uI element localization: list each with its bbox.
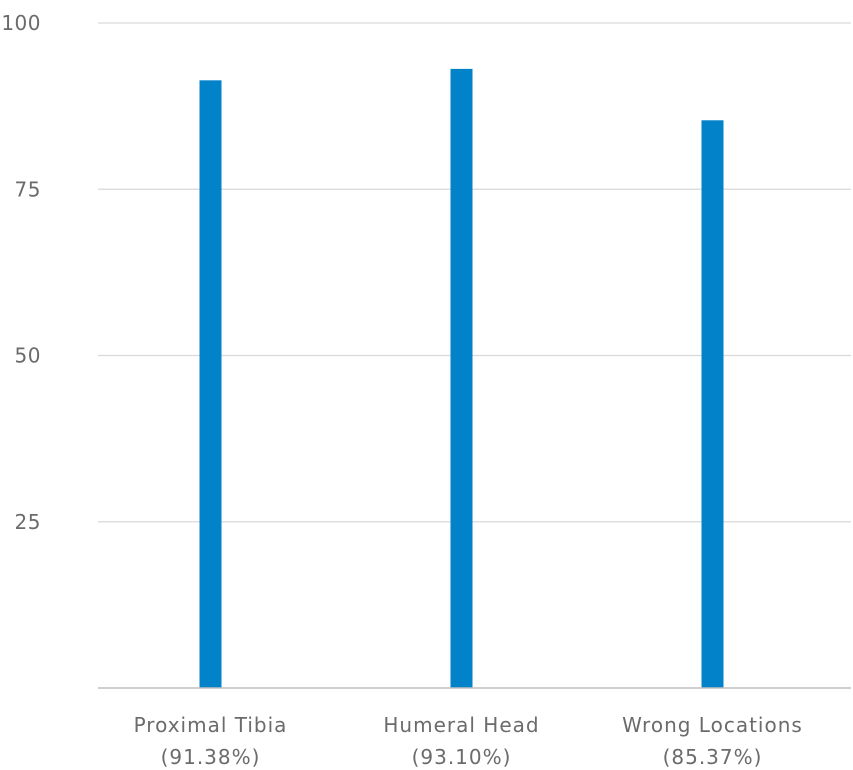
bar-wrong-locations <box>701 120 724 689</box>
category-value-label: (93.10%) <box>412 745 512 769</box>
category-label: Proximal Tibia <box>134 713 288 737</box>
bar-proximal-tibia <box>199 80 222 688</box>
y-tick-label: 100 <box>1 11 41 35</box>
y-axis-tick-labels: 25 50 75 100 <box>1 11 41 534</box>
y-tick-label: 50 <box>15 344 41 368</box>
bars <box>199 68 724 689</box>
y-tick-label: 25 <box>15 510 41 534</box>
bar-humeral-head <box>450 68 473 688</box>
category-label: Humeral Head <box>383 713 539 737</box>
category-label: Wrong Locations <box>622 713 803 737</box>
x-axis-category-labels: Proximal Tibia (91.38%) Humeral Head (93.10… <box>134 713 803 769</box>
y-tick-label: 75 <box>15 177 41 201</box>
category-value-label: (85.37%) <box>663 745 763 769</box>
category-value-label: (91.38%) <box>161 745 261 769</box>
gridlines <box>98 22 851 523</box>
